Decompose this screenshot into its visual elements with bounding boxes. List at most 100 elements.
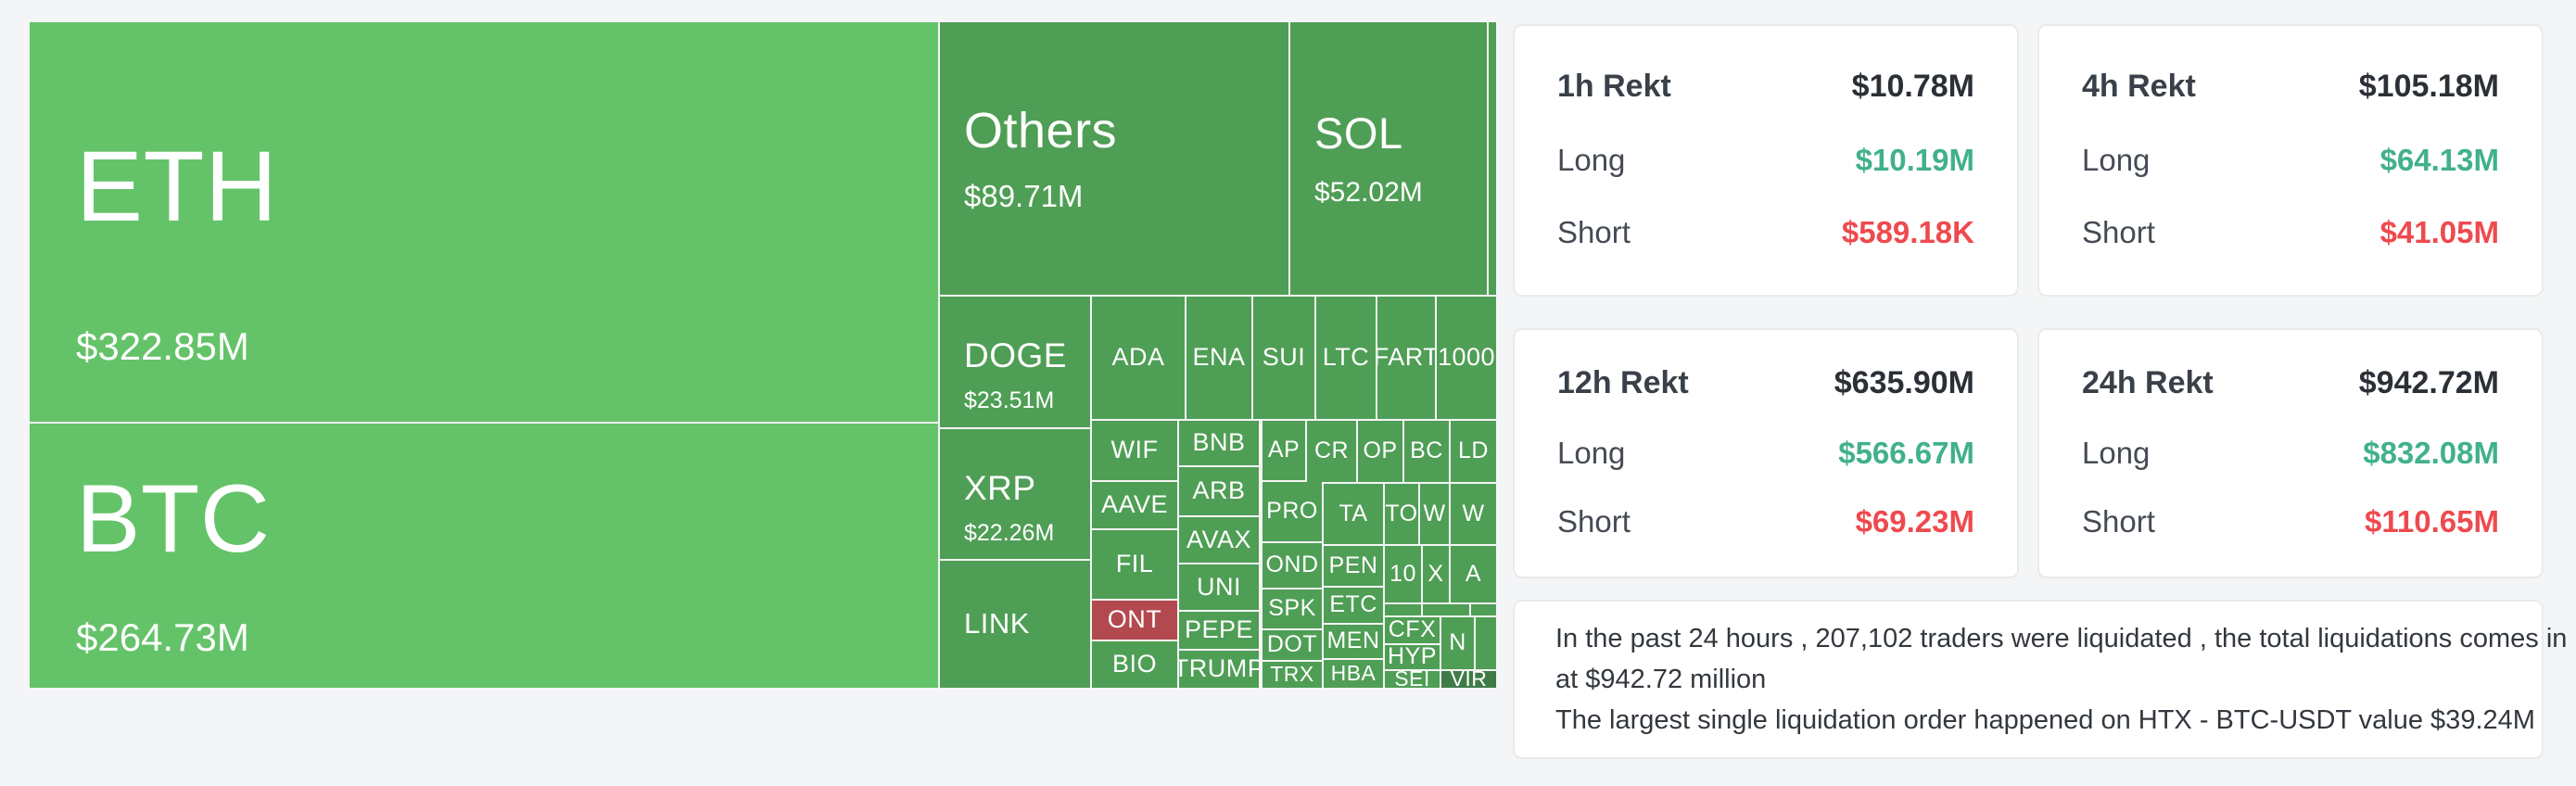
- treemap-cell-label: PEN: [1328, 551, 1378, 578]
- treemap-cell-hba[interactable]: HBA: [1324, 660, 1383, 688]
- treemap-cell-blank-3[interactable]: [1471, 604, 1496, 615]
- rekt-card-title: 12h Rekt: [1557, 365, 1689, 400]
- treemap-cell-n[interactable]: N: [1441, 617, 1474, 669]
- treemap-cell-sol[interactable]: SOL $52.02M: [1290, 22, 1487, 295]
- treemap-cell-label: TO: [1385, 500, 1418, 526]
- treemap-cell-op[interactable]: OP: [1358, 421, 1402, 482]
- treemap-cell-trx[interactable]: TRX: [1263, 662, 1322, 688]
- treemap-cell-avax[interactable]: AVAX: [1179, 517, 1259, 563]
- rekt-card-12h: 12h Rekt $635.90M Long $566.67M Short $69.23M: [1513, 328, 2019, 578]
- treemap-cell-bnb[interactable]: BNB: [1179, 421, 1259, 465]
- treemap-cell-w1[interactable]: W: [1420, 484, 1449, 544]
- treemap-cell-btc[interactable]: BTC $264.73M: [30, 424, 938, 688]
- treemap-cell-doge[interactable]: DOGE $23.51M: [940, 297, 1090, 427]
- treemap-cell-aave[interactable]: AAVE: [1092, 482, 1177, 528]
- treemap-cell-pepe[interactable]: PEPE: [1179, 612, 1259, 649]
- short-value: $589.18K: [1841, 215, 1974, 249]
- treemap-cell-label: BTC: [76, 464, 271, 573]
- treemap-cell-label: ADA: [1111, 343, 1165, 372]
- treemap-cell-label: AVAX: [1186, 525, 1252, 553]
- treemap-cell-blank-top[interactable]: [1489, 22, 1496, 295]
- treemap-cell-label: Others: [964, 103, 1118, 159]
- treemap-cell-label: PRO: [1266, 498, 1318, 525]
- treemap-cell-ena[interactable]: ENA: [1186, 297, 1251, 419]
- treemap-cell-label: VIR: [1450, 671, 1488, 688]
- treemap-cell-eth[interactable]: ETH $322.85M: [30, 22, 938, 422]
- treemap-cell-label: ONT: [1107, 605, 1162, 634]
- treemap-cell-arb[interactable]: ARB: [1179, 467, 1259, 515]
- treemap-cell-ltc[interactable]: LTC: [1316, 297, 1376, 419]
- rekt-card-24h: 24h Rekt $942.72M Long $832.08M Short $110.65…: [2037, 328, 2544, 578]
- short-label: Short: [2082, 504, 2155, 539]
- rekt-card-title: 1h Rekt: [1557, 69, 1671, 104]
- treemap-cell-bio[interactable]: BIO: [1092, 641, 1177, 688]
- treemap-cell-ond[interactable]: OND: [1263, 543, 1322, 588]
- treemap-cell-pen[interactable]: PEN: [1324, 546, 1383, 586]
- rekt-card-total: $105.18M: [2358, 69, 2499, 104]
- treemap-cell-label: LTC: [1322, 343, 1370, 372]
- short-value: $41.05M: [2379, 215, 2499, 249]
- treemap-cell-label: X: [1428, 560, 1444, 587]
- treemap-cell-fart[interactable]: FART: [1377, 297, 1435, 419]
- rekt-card-total: $942.72M: [2358, 365, 2499, 400]
- treemap-cell-sui[interactable]: SUI: [1253, 297, 1314, 419]
- treemap-cell-label: N: [1449, 629, 1466, 656]
- treemap-cell-value: $52.02M: [1314, 177, 1423, 209]
- treemap-cell-label: OP: [1363, 437, 1398, 464]
- treemap-cell-blank-1[interactable]: [1385, 604, 1421, 615]
- long-label: Long: [2082, 435, 2151, 470]
- treemap-cell-cfx[interactable]: CFX: [1385, 617, 1440, 643]
- treemap-cell-blank-4[interactable]: [1476, 617, 1496, 669]
- treemap-cell-pro[interactable]: PRO: [1263, 482, 1322, 541]
- treemap-cell-a[interactable]: A: [1451, 546, 1496, 602]
- treemap-cell-1000[interactable]: 1000: [1437, 297, 1496, 419]
- short-label: Short: [1557, 504, 1631, 539]
- rekt-card-title: 4h Rekt: [2082, 69, 2196, 104]
- treemap-cell-spk[interactable]: SPK: [1263, 590, 1322, 628]
- treemap-cell-w2[interactable]: W: [1451, 484, 1496, 544]
- treemap-cell-ta[interactable]: TA: [1324, 484, 1383, 544]
- treemap-cell-label: ENA: [1192, 343, 1246, 372]
- treemap-cell-to[interactable]: TO: [1385, 484, 1418, 544]
- treemap-cell-bc[interactable]: BC: [1404, 421, 1449, 482]
- treemap-cell-label: W: [1462, 500, 1485, 526]
- treemap-cell-label: OND: [1265, 551, 1319, 578]
- rekt-card-total: $635.90M: [1834, 365, 1974, 400]
- treemap-cell-cr[interactable]: CR: [1307, 421, 1356, 482]
- rekt-card-1h: 1h Rekt $10.78M Long $10.19M Short $589.18K: [1513, 24, 2019, 297]
- treemap-cell-10[interactable]: 10: [1385, 546, 1421, 602]
- treemap-cell-label: FIL: [1115, 550, 1154, 578]
- treemap-cell-ada[interactable]: ADA: [1092, 297, 1185, 419]
- treemap-cell-label: ETC: [1329, 591, 1377, 618]
- treemap-cell-label: LINK: [964, 607, 1030, 640]
- treemap-cell-uni[interactable]: UNI: [1179, 564, 1259, 610]
- treemap-cell-ld[interactable]: LD: [1451, 421, 1496, 482]
- treemap-cell-hyp[interactable]: HYP: [1385, 645, 1440, 669]
- treemap-cell-ont[interactable]: ONT: [1092, 601, 1177, 640]
- treemap-cell-men[interactable]: MEN: [1324, 625, 1383, 658]
- treemap-cell-blank-2[interactable]: [1423, 604, 1469, 615]
- treemap-cell-vir[interactable]: VIR: [1441, 671, 1496, 688]
- treemap-cell-link[interactable]: LINK: [940, 561, 1090, 688]
- short-value: $69.23M: [1855, 504, 1974, 539]
- treemap-cell-etc[interactable]: ETC: [1324, 588, 1383, 623]
- treemap-cell-label: BNB: [1192, 428, 1246, 457]
- treemap-cell-wif[interactable]: WIF: [1092, 421, 1177, 480]
- treemap-cell-label: SOL: [1314, 108, 1403, 158]
- treemap-cell-fil[interactable]: FIL: [1092, 530, 1177, 599]
- treemap-cell-x[interactable]: X: [1423, 546, 1449, 602]
- treemap-cell-dot[interactable]: DOT: [1263, 630, 1322, 660]
- summary-line-1: In the past 24 hours , 207,102 traders w…: [1555, 624, 2568, 653]
- treemap-cell-label: WIF: [1110, 436, 1159, 464]
- treemap-cell-trump[interactable]: TRUMP: [1179, 651, 1259, 688]
- treemap-cell-sei[interactable]: SEI: [1385, 671, 1440, 688]
- short-value: $110.65M: [2365, 504, 2499, 539]
- treemap-cell-others[interactable]: Others $89.71M: [940, 22, 1288, 295]
- treemap-cell-xrp[interactable]: XRP $22.26M: [940, 429, 1090, 559]
- treemap-cell-label: TRUMP: [1179, 654, 1259, 683]
- long-value: $64.13M: [2379, 142, 2499, 177]
- summary-line-3: The largest single liquidation order hap…: [1555, 705, 2535, 735]
- treemap-cell-label: 10: [1390, 560, 1416, 587]
- treemap-cell-ap[interactable]: AP: [1263, 421, 1305, 480]
